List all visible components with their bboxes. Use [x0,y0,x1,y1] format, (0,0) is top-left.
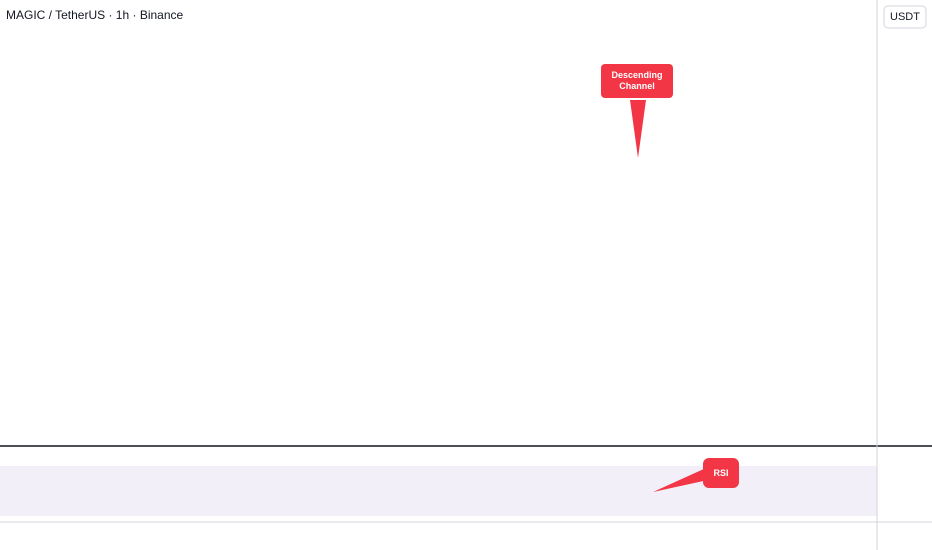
rsi-callout: RSI [703,458,739,488]
chart-title: MAGIC / TetherUS · 1h · Binance [6,8,184,22]
rsi-callout-pointer [653,468,708,492]
currency-box [883,5,927,29]
rsi-band [0,466,877,516]
callout-pointer [630,100,646,158]
currency: USDT [890,11,920,23]
channel-callout: Descending Channel [601,64,673,98]
